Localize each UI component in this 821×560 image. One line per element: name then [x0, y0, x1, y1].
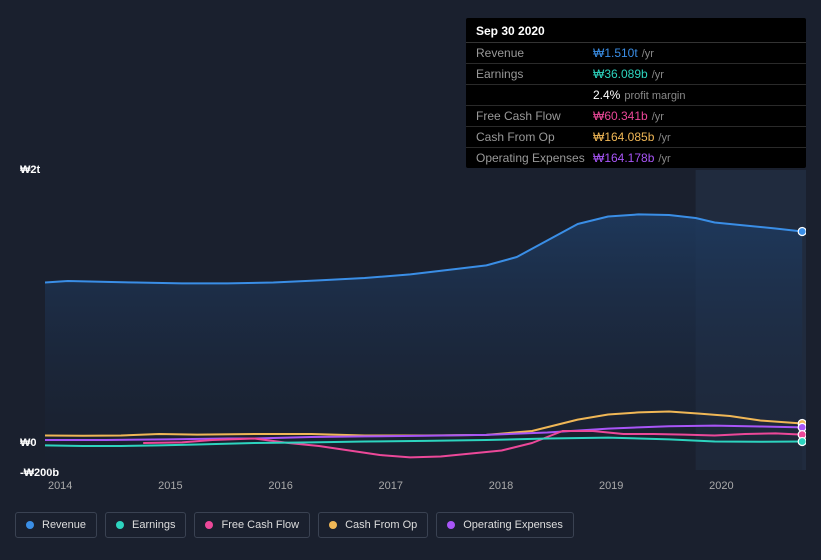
legend-item[interactable]: Operating Expenses — [436, 512, 574, 538]
legend-item[interactable]: Revenue — [15, 512, 97, 538]
legend-label: Free Cash Flow — [221, 519, 299, 531]
x-axis-label: 2015 — [158, 480, 182, 492]
x-axis-label: 2020 — [709, 480, 733, 492]
legend-label: Revenue — [42, 519, 86, 531]
chart-legend: Revenue Earnings Free Cash Flow Cash From O… — [15, 512, 574, 538]
tooltip-metric-value: ₩164.085b — [593, 130, 654, 144]
tooltip-metric-value: ₩36.089b — [593, 67, 648, 81]
tooltip-metric-label: Operating Expenses — [476, 151, 593, 165]
legend-item[interactable]: Earnings — [105, 512, 186, 538]
tooltip-metric-label: Earnings — [476, 67, 593, 81]
x-axis-label: 2017 — [379, 480, 403, 492]
x-axis-label: 2018 — [489, 480, 513, 492]
tooltip-metric-value: ₩164.178b — [593, 151, 654, 165]
tooltip-metric-suffix: profit margin — [624, 90, 685, 102]
legend-color-dot — [329, 521, 337, 529]
tooltip-metric-value: ₩1.510t — [593, 46, 638, 60]
tooltip-metric-value: 2.4% — [593, 88, 620, 102]
legend-label: Operating Expenses — [463, 519, 563, 531]
tooltip-metric-suffix: /yr — [658, 132, 670, 144]
y-axis-label: ₩2t — [20, 164, 40, 176]
tooltip-row: Free Cash Flow₩60.341b/yr — [466, 106, 806, 127]
legend-item[interactable]: Free Cash Flow — [194, 512, 310, 538]
tooltip-metric-label: Cash From Op — [476, 130, 593, 144]
tooltip-metric-suffix: /yr — [642, 48, 654, 60]
legend-color-dot — [26, 521, 34, 529]
legend-color-dot — [116, 521, 124, 529]
legend-color-dot — [447, 521, 455, 529]
tooltip-metric-suffix: /yr — [658, 153, 670, 165]
tooltip-row: Revenue₩1.510t/yr — [466, 43, 806, 64]
legend-label: Cash From Op — [345, 519, 417, 531]
x-axis-label: 2019 — [599, 480, 623, 492]
chart-tooltip: Sep 30 2020 Revenue₩1.510t/yrEarnings₩36… — [466, 18, 806, 168]
y-axis-label: ₩0 — [20, 437, 37, 449]
tooltip-metric-label: Free Cash Flow — [476, 109, 593, 123]
x-axis-label: 2016 — [268, 480, 292, 492]
financial-chart[interactable]: ₩2t₩0-₩200b — [15, 155, 806, 475]
tooltip-metric-suffix: /yr — [652, 69, 664, 81]
tooltip-metric-label: Revenue — [476, 46, 593, 60]
legend-color-dot — [205, 521, 213, 529]
tooltip-row: Earnings₩36.089b/yr — [466, 64, 806, 85]
tooltip-row: 2.4% profit margin — [466, 85, 806, 106]
tooltip-row: Operating Expenses₩164.178b/yr — [466, 148, 806, 168]
tooltip-date: Sep 30 2020 — [466, 18, 806, 43]
tooltip-metric-value: ₩60.341b — [593, 109, 648, 123]
tooltip-row: Cash From Op₩164.085b/yr — [466, 127, 806, 148]
x-axis-label: 2014 — [48, 480, 72, 492]
legend-label: Earnings — [132, 519, 175, 531]
legend-item[interactable]: Cash From Op — [318, 512, 428, 538]
tooltip-metric-suffix: /yr — [652, 111, 664, 123]
